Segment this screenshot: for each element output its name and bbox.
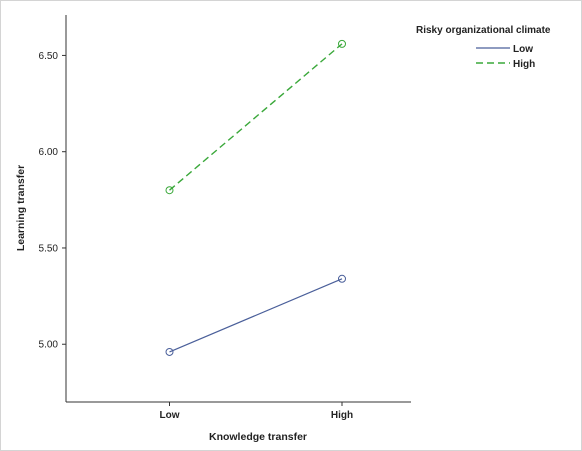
y-tick-label: 5.50 — [39, 243, 59, 254]
series-high-point — [338, 39, 346, 48]
y-tick-label: 5.00 — [39, 340, 59, 351]
x-axis-title: Knowledge transfer — [209, 431, 307, 443]
legend-label-low: Low — [513, 44, 533, 55]
y-tick-label: 6.00 — [39, 147, 59, 158]
series-high-line — [169, 43, 343, 191]
series-high-point — [165, 186, 174, 195]
y-tick-label: 6.50 — [39, 51, 59, 62]
series-high — [165, 39, 346, 195]
series-low — [165, 274, 346, 356]
series-low-point — [338, 274, 346, 283]
y-axis-title: Learning transfer — [15, 165, 27, 251]
legend-title: Risky organizational climate — [416, 25, 551, 36]
series-low-line — [169, 278, 343, 353]
y-ticks: 5.00 5.50 6.00 6.50 — [39, 51, 66, 351]
legend-label-high: High — [513, 59, 535, 70]
x-tick-label-low: Low — [160, 410, 180, 421]
x-ticks: Low High — [160, 402, 353, 421]
x-tick-label-high: High — [331, 410, 353, 421]
legend: Risky organizational climate Low High — [416, 25, 551, 70]
series-low-point — [165, 347, 174, 356]
